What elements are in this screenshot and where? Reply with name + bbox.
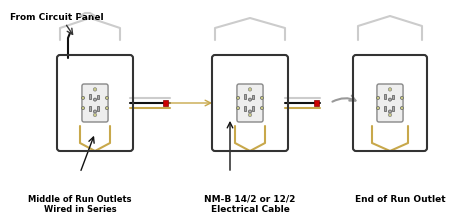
Bar	[384, 105, 386, 111]
Bar	[163, 100, 168, 106]
Bar	[384, 94, 386, 99]
Bar	[244, 94, 246, 99]
Circle shape	[388, 113, 392, 117]
Circle shape	[376, 96, 380, 99]
Circle shape	[388, 88, 392, 91]
Text: NM-B 14/2 or 12/2
Electrical Cable: NM-B 14/2 or 12/2 Electrical Cable	[204, 195, 296, 214]
Circle shape	[248, 110, 252, 113]
Text: End of Run Outlet: End of Run Outlet	[355, 195, 445, 204]
Bar	[314, 100, 319, 106]
Circle shape	[248, 88, 252, 91]
Circle shape	[93, 98, 97, 101]
Circle shape	[248, 98, 252, 101]
Circle shape	[105, 96, 109, 99]
Circle shape	[93, 113, 97, 117]
Circle shape	[401, 96, 403, 99]
Circle shape	[248, 113, 252, 117]
Circle shape	[260, 96, 264, 99]
Circle shape	[93, 110, 97, 113]
Bar	[392, 106, 394, 111]
Bar	[392, 95, 394, 99]
Circle shape	[389, 98, 392, 101]
Bar	[89, 94, 91, 99]
FancyBboxPatch shape	[377, 84, 403, 122]
Circle shape	[260, 107, 264, 110]
Circle shape	[237, 107, 240, 110]
Circle shape	[376, 107, 380, 110]
Circle shape	[237, 96, 240, 99]
Bar	[244, 105, 246, 111]
Circle shape	[93, 88, 97, 91]
Text: From Circuit Panel: From Circuit Panel	[10, 14, 104, 23]
Bar	[97, 95, 99, 99]
Bar	[252, 106, 254, 111]
Circle shape	[105, 107, 109, 110]
Circle shape	[82, 107, 85, 110]
Bar	[89, 105, 91, 111]
Bar	[252, 95, 254, 99]
FancyBboxPatch shape	[82, 84, 108, 122]
Circle shape	[82, 96, 85, 99]
Bar	[97, 106, 99, 111]
Circle shape	[401, 107, 403, 110]
Circle shape	[389, 110, 392, 113]
Text: Middle of Run Outlets
Wired in Series: Middle of Run Outlets Wired in Series	[28, 195, 132, 214]
FancyBboxPatch shape	[237, 84, 263, 122]
